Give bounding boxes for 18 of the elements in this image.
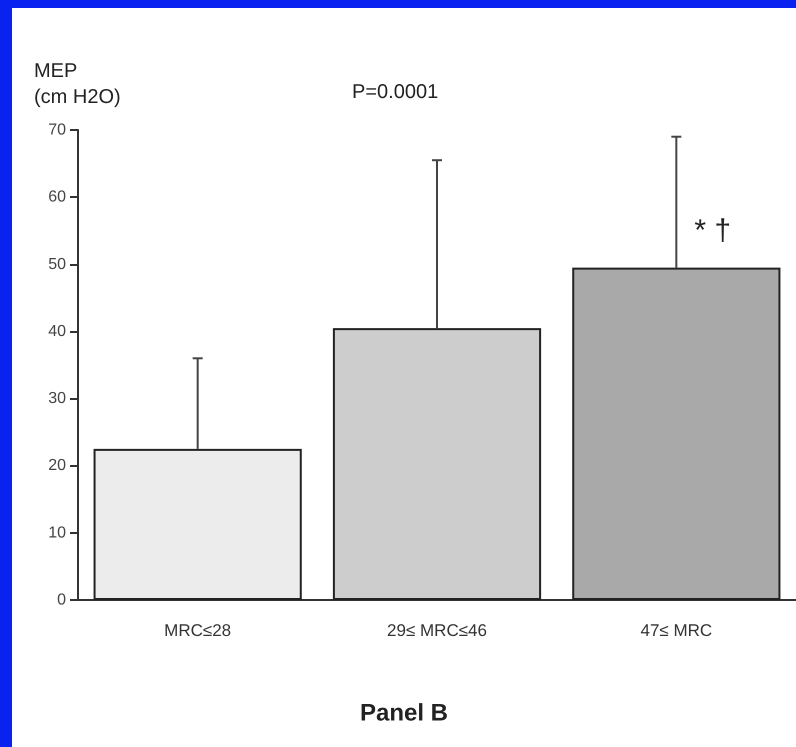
y-tick-label: 30 bbox=[48, 390, 66, 408]
annotation: * † bbox=[694, 214, 732, 248]
text: Panel B bbox=[360, 700, 448, 726]
text: P=0.0001 bbox=[352, 81, 438, 103]
y-tick-label: 0 bbox=[57, 592, 66, 608]
bar bbox=[94, 448, 302, 600]
y-tick-label: 60 bbox=[48, 188, 66, 206]
y-tick-label: 50 bbox=[48, 256, 66, 273]
bar bbox=[332, 328, 542, 600]
x-tick-label: MRC≤28 bbox=[164, 621, 232, 640]
y-tick-label: 40 bbox=[48, 322, 66, 340]
x-tick-label: 29≤ MRC≤46 bbox=[387, 621, 487, 640]
y-tick-label: 10 bbox=[48, 524, 66, 542]
y-tick-label: 70 bbox=[48, 122, 66, 138]
bar bbox=[572, 268, 780, 600]
y-tick-label: 20 bbox=[48, 457, 66, 474]
y-axis-title: MEP (cm H2O) bbox=[34, 60, 121, 108]
x-tick-label: 47≤ MRC bbox=[640, 621, 712, 640]
